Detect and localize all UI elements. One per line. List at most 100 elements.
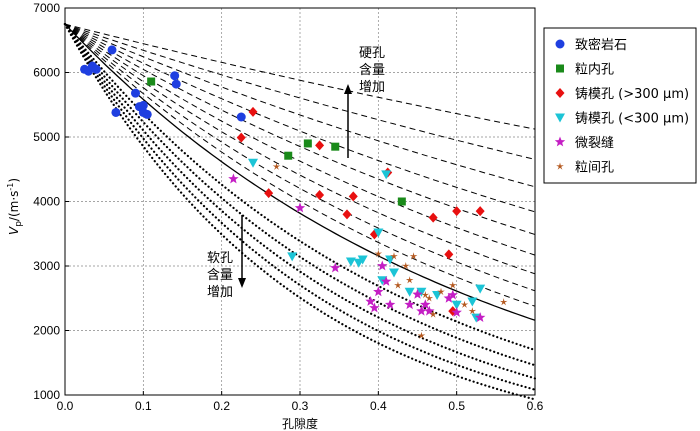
data-point	[171, 79, 181, 89]
legend-marker	[554, 136, 566, 147]
data-point	[451, 300, 462, 310]
data-point	[345, 257, 356, 267]
data-point	[405, 276, 414, 284]
data-point	[421, 291, 430, 299]
stiff-pore-curve	[64, 23, 536, 256]
data-point	[294, 202, 306, 213]
data-point	[264, 188, 274, 199]
data-point	[330, 262, 341, 273]
reference-curve	[64, 23, 536, 321]
data-point	[348, 191, 358, 202]
stiff-pore-curve	[64, 23, 536, 292]
x-axis: 0.0 0.1 0.2 0.3 0.4 0.5 0.6	[57, 391, 544, 413]
legend-marker	[556, 162, 564, 170]
data-point	[429, 310, 437, 318]
data-point	[448, 281, 457, 289]
data-point	[287, 252, 298, 262]
y-axis: 1000 2000 3000 4000 5000 6000 7000	[33, 1, 69, 402]
x-tick-label: 0.5	[448, 399, 465, 413]
data-point	[499, 298, 508, 306]
x-axis-label: 孔隙度	[282, 416, 318, 431]
data-point	[384, 299, 396, 310]
data-point	[315, 140, 325, 151]
y-tick-label: 5000	[33, 130, 60, 144]
stiff-pore-curve	[64, 23, 536, 213]
x-tick-label: 0.0	[57, 399, 74, 413]
data-point	[390, 252, 398, 260]
data-point	[374, 249, 383, 257]
soft-pore-curve	[63, 23, 537, 391]
data-point	[365, 296, 376, 306]
data-point	[437, 287, 445, 295]
data-point	[397, 197, 406, 206]
data-point	[452, 206, 462, 217]
y-tick-label: 6000	[33, 66, 60, 80]
legend-marker	[555, 39, 565, 49]
svg-text:软孔: 软孔	[207, 251, 233, 266]
data-point	[373, 228, 384, 238]
soft-pore-curve	[63, 23, 537, 380]
x-tick-label: 0.4	[370, 399, 387, 413]
data-point	[417, 331, 426, 339]
data-point	[331, 142, 340, 151]
legend-label: 铸模孔 (>300 μm)	[575, 86, 689, 102]
series-1	[80, 45, 246, 122]
data-point	[475, 284, 486, 294]
data-point	[460, 300, 469, 308]
data-point	[107, 45, 117, 55]
data-point	[412, 288, 423, 299]
data-point	[369, 302, 380, 313]
data-point	[428, 212, 438, 223]
data-point	[272, 162, 281, 170]
data-point	[236, 132, 246, 143]
y-tick-label: 7000	[33, 1, 60, 15]
data-point	[342, 209, 352, 220]
data-point	[404, 299, 415, 310]
y-tick-label: 2000	[33, 324, 60, 338]
data-point	[401, 262, 410, 270]
data-point	[394, 281, 402, 289]
data-point	[424, 305, 435, 316]
series-6	[272, 162, 508, 339]
data-point	[409, 252, 418, 260]
data-point	[404, 287, 415, 297]
data-point	[468, 307, 477, 315]
data-point	[380, 276, 392, 286]
data-point	[111, 107, 121, 117]
data-point	[443, 292, 455, 303]
data-point	[248, 106, 258, 117]
legend-box	[543, 27, 697, 184]
data-point	[467, 297, 478, 307]
data-point	[475, 206, 485, 217]
legend-label: 微裂缝	[575, 136, 614, 151]
legend-label: 粒间孔	[575, 161, 614, 176]
legend-marker	[555, 88, 565, 98]
series-2	[147, 77, 406, 206]
legend-label: 粒内孔	[575, 62, 614, 78]
data-point	[377, 260, 388, 271]
data-point	[284, 151, 293, 160]
svg-text:硬孔: 硬孔	[359, 46, 385, 61]
data-point	[91, 64, 101, 74]
legend-label: 铸模孔 (<300 μm)	[575, 111, 689, 127]
data-point	[416, 287, 427, 297]
svg-text:含量: 含量	[207, 267, 233, 283]
data-point	[315, 190, 325, 201]
data-point	[142, 109, 152, 119]
data-point	[236, 112, 246, 122]
x-tick-label: 0.6	[527, 399, 544, 413]
data-point	[389, 268, 399, 278]
series-5	[228, 173, 486, 322]
soft-pore-curve	[63, 23, 537, 367]
stiff-pore-annotation: 硬孔 含量 增加	[344, 46, 385, 158]
svg-text:增加: 增加	[359, 80, 385, 95]
data-point	[131, 88, 140, 98]
stiff-pore-curve	[64, 23, 536, 130]
data-point	[447, 289, 458, 300]
y-tick-label: 1000	[33, 388, 60, 402]
x-tick-label: 0.3	[292, 399, 309, 413]
stiff-pore-curve	[64, 23, 536, 275]
data-point	[170, 71, 180, 81]
